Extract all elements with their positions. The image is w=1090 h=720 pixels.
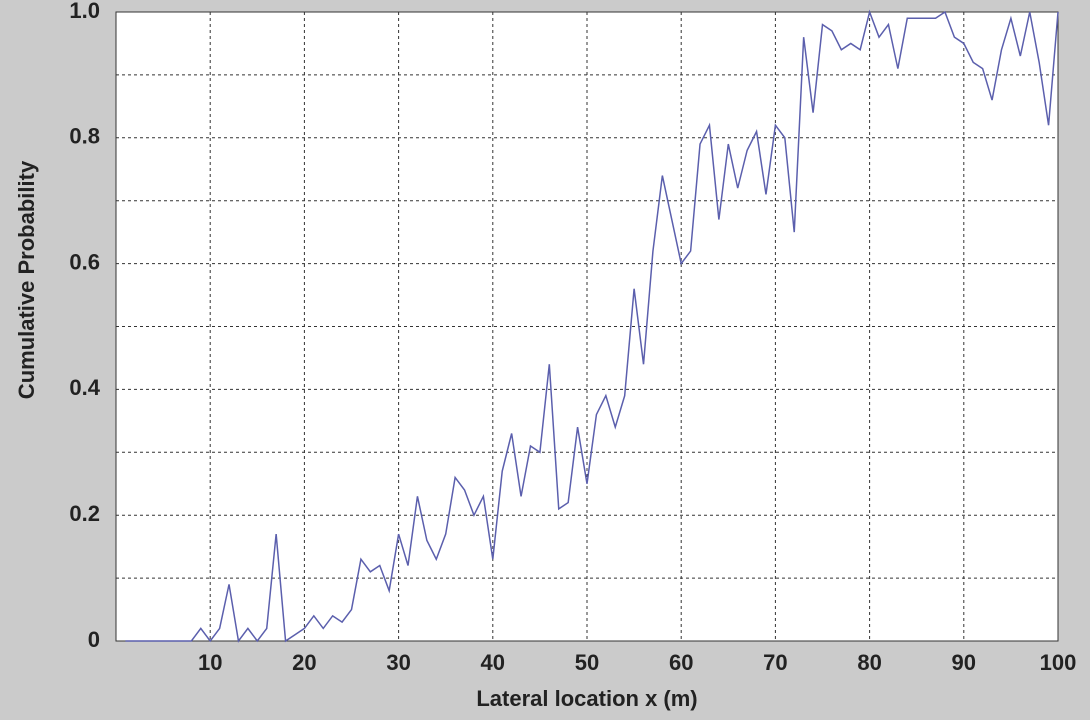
y-tick-label: 0.4 bbox=[69, 375, 100, 400]
x-tick-label: 40 bbox=[481, 650, 505, 675]
x-axis-label: Lateral location x (m) bbox=[476, 686, 697, 711]
y-tick-label: 1.0 bbox=[69, 0, 100, 23]
y-tick-label: 0.2 bbox=[69, 501, 100, 526]
x-tick-label: 20 bbox=[292, 650, 316, 675]
plot-border bbox=[115, 11, 1059, 642]
x-tick-label: 10 bbox=[198, 650, 222, 675]
y-axis-label: Cumulative Probability bbox=[14, 160, 39, 399]
x-tick-label: 70 bbox=[763, 650, 787, 675]
y-tick-label: 0 bbox=[88, 627, 100, 652]
y-tick-label: 0.8 bbox=[69, 124, 100, 149]
x-tick-label: 50 bbox=[575, 650, 599, 675]
x-tick-label: 90 bbox=[952, 650, 976, 675]
y-tick-label: 0.6 bbox=[69, 249, 100, 274]
x-tick-label: 60 bbox=[669, 650, 693, 675]
data-line bbox=[125, 9, 1059, 643]
x-tick-label: 100 bbox=[1040, 650, 1077, 675]
x-tick-label: 80 bbox=[857, 650, 881, 675]
x-tick-label: 30 bbox=[386, 650, 410, 675]
